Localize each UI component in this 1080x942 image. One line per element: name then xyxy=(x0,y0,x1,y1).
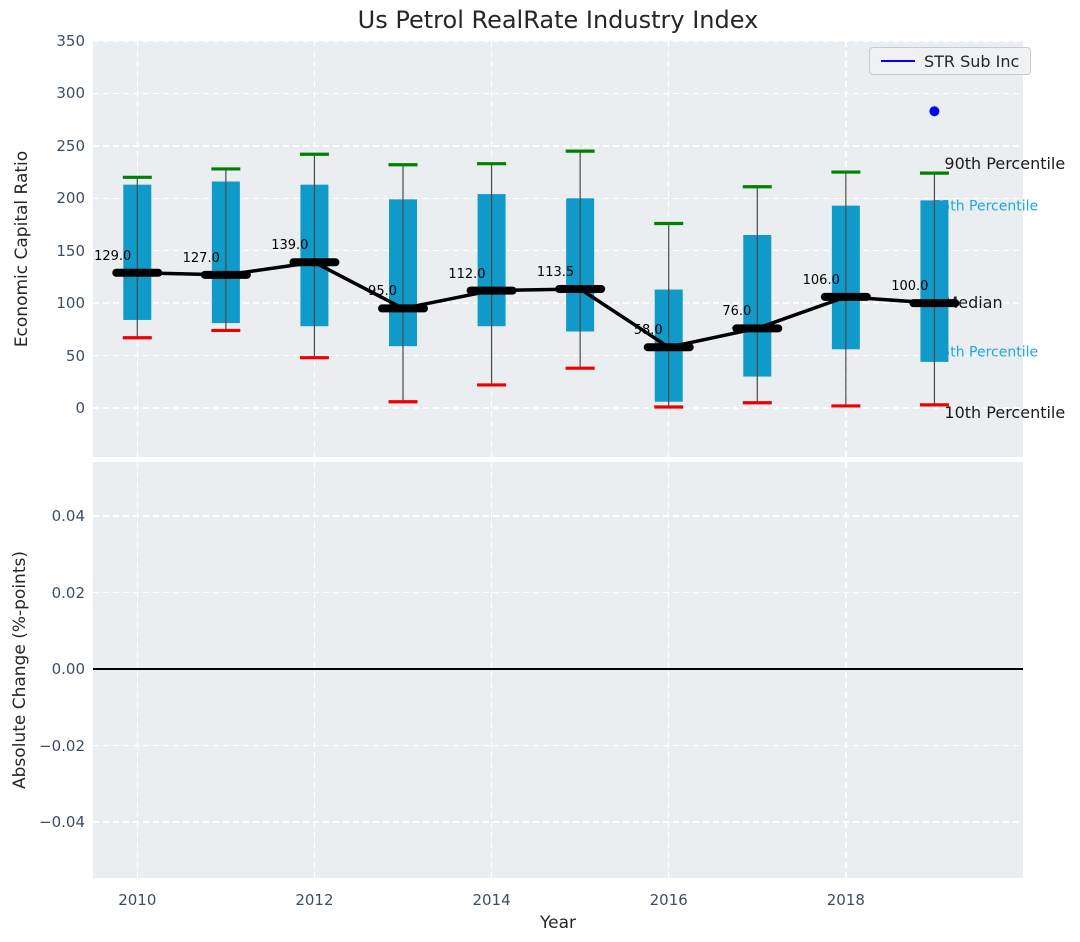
gridline xyxy=(136,462,139,878)
gridline xyxy=(490,462,493,878)
y-tick-label: 0.00 xyxy=(51,660,85,678)
zero-line xyxy=(93,668,1023,670)
median-value-label: 129.0 xyxy=(94,248,132,264)
gridline xyxy=(845,462,847,878)
y-tick-label: 250 xyxy=(56,136,85,155)
y-tick-label: 50 xyxy=(65,346,85,365)
x-tick-label: 2016 xyxy=(649,891,688,909)
x-tick-label: 2018 xyxy=(826,891,865,909)
y-tick-label: −0.04 xyxy=(39,813,85,831)
y-tick-label: 100 xyxy=(56,294,85,313)
gridline xyxy=(93,821,1023,823)
y-tick-label: 0.02 xyxy=(51,583,85,602)
gridline xyxy=(93,591,1023,594)
gridline xyxy=(667,462,670,878)
gridline xyxy=(490,41,493,457)
median-value-label: 112.0 xyxy=(448,266,486,282)
percentile-annotation: 90th Percentile xyxy=(944,153,1066,173)
y-tick-label: 0.04 xyxy=(51,507,85,525)
gridline xyxy=(93,197,1023,200)
y-tick-label: 150 xyxy=(56,241,85,260)
gridline xyxy=(93,515,1023,517)
gridline xyxy=(845,41,847,457)
median-value-label: 95.0 xyxy=(368,284,397,300)
median-value-label: 106.0 xyxy=(802,272,840,288)
gridline xyxy=(93,354,1023,357)
gridline xyxy=(93,302,1023,304)
y-tick-label: 0 xyxy=(75,399,85,418)
legend: STR Sub Inc xyxy=(869,47,1032,75)
top-plot-area xyxy=(93,40,1023,457)
bottom-plot-area xyxy=(93,462,1023,878)
percentile-annotation: Median xyxy=(944,293,1003,313)
percentile-annotation: 10th Percentile xyxy=(944,403,1066,423)
gridline xyxy=(93,744,1023,747)
gridline xyxy=(313,41,316,457)
x-axis-label: Year xyxy=(540,913,576,933)
gridline xyxy=(313,462,316,878)
gridline xyxy=(93,40,1023,42)
x-tick-label: 2010 xyxy=(118,891,157,909)
median-value-label: 139.0 xyxy=(271,238,309,254)
y-tick-label: 200 xyxy=(56,189,85,208)
gridline xyxy=(93,145,1023,147)
legend-line-swatch xyxy=(881,59,915,63)
x-tick-label: 2012 xyxy=(295,891,334,909)
percentile-annotation: 75th Percentile xyxy=(932,197,1039,214)
gridline xyxy=(93,249,1023,252)
gridline xyxy=(93,407,1023,409)
median-value-label: 113.5 xyxy=(536,265,575,280)
y-tick-label: 350 xyxy=(56,32,85,50)
y-tick-label: −0.02 xyxy=(39,736,85,755)
median-value-label: 100.0 xyxy=(891,279,929,295)
legend-label: STR Sub Inc xyxy=(924,51,1020,71)
percentile-annotation: 25th Percentile xyxy=(932,344,1039,361)
gridline xyxy=(93,92,1023,95)
median-value-label: 58.0 xyxy=(633,323,663,339)
median-value-label: 127.0 xyxy=(182,250,220,266)
gridline xyxy=(136,41,139,457)
x-tick-label: 2014 xyxy=(472,891,511,909)
y-tick-label: 300 xyxy=(56,84,85,103)
gridline xyxy=(667,41,670,457)
median-value-label: 76.0 xyxy=(722,304,752,320)
chart-title: Us Petrol RealRate Industry Index xyxy=(357,6,759,34)
